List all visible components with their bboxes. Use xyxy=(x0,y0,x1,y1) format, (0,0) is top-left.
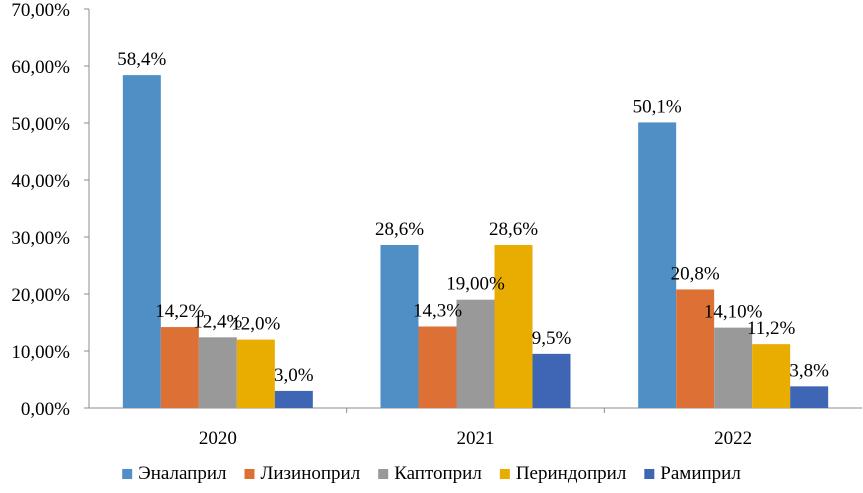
data-label: 12,0% xyxy=(231,314,280,335)
bar xyxy=(532,353,571,408)
data-label: 28,6% xyxy=(375,219,424,240)
legend: Эналаприл Лизиноприл Каптоприл Периндоприл Р… xyxy=(122,463,741,484)
data-label: 11,2% xyxy=(747,318,796,339)
legend-label: Рамиприл xyxy=(660,463,741,484)
data-label: 12,4% xyxy=(193,311,242,332)
bar xyxy=(274,390,313,408)
data-label: 14,2% xyxy=(155,301,204,322)
x-category-label: 2021 xyxy=(457,428,495,449)
data-label: 14,3% xyxy=(413,300,462,321)
bars-layer xyxy=(122,75,829,409)
bar xyxy=(160,327,199,408)
legend-label: Каптоприл xyxy=(394,463,482,484)
y-tick-label: 70,00% xyxy=(11,0,70,21)
legend-label: Эналаприл xyxy=(138,463,227,484)
axes-layer: 0,00% 10,00% 20,00% 30,00% 40,00% 50,00% 60,00… xyxy=(11,0,862,449)
data-label: 3,8% xyxy=(789,360,829,381)
bar xyxy=(676,289,715,408)
y-tick-label: 20,00% xyxy=(11,285,70,306)
bar xyxy=(122,75,161,409)
y-tick-label: 30,00% xyxy=(11,228,70,249)
legend-swatch xyxy=(122,469,133,479)
bar xyxy=(236,339,275,408)
bar xyxy=(790,386,829,408)
legend-label: Лизиноприл xyxy=(260,463,360,484)
legend-swatch xyxy=(244,469,255,479)
bar xyxy=(418,326,457,408)
bar xyxy=(456,299,495,408)
data-label: 14,10% xyxy=(704,302,763,323)
data-label: 58,4% xyxy=(117,49,166,70)
y-tick-label: 60,00% xyxy=(11,57,70,78)
data-label: 28,6% xyxy=(489,219,538,240)
bar xyxy=(752,344,791,408)
x-category-label: 2020 xyxy=(199,428,237,449)
y-tick-label: 50,00% xyxy=(11,114,70,135)
y-tick-label: 10,00% xyxy=(11,342,70,363)
data-label: 50,1% xyxy=(633,96,682,117)
bar xyxy=(380,244,419,408)
x-category-label: 2022 xyxy=(714,428,752,449)
legend-swatch xyxy=(644,469,655,479)
legend-label: Периндоприл xyxy=(516,463,627,484)
bar xyxy=(638,122,677,409)
y-tick-label: 40,00% xyxy=(11,171,70,192)
data-label: 9,5% xyxy=(532,328,572,349)
bar xyxy=(494,244,533,408)
bar xyxy=(198,337,237,408)
data-label: 3,0% xyxy=(274,365,314,386)
data-labels-layer: 58,4% 14,2%12,4%12,0% 3,0% 28,6% 14,3% 19,00%… xyxy=(117,49,829,386)
legend-swatch xyxy=(378,469,389,479)
bar xyxy=(714,327,753,408)
data-label: 20,8% xyxy=(671,263,720,284)
legend-swatch xyxy=(499,469,510,479)
y-tick-label: 0,00% xyxy=(21,399,70,420)
data-label: 19,00% xyxy=(446,274,505,295)
